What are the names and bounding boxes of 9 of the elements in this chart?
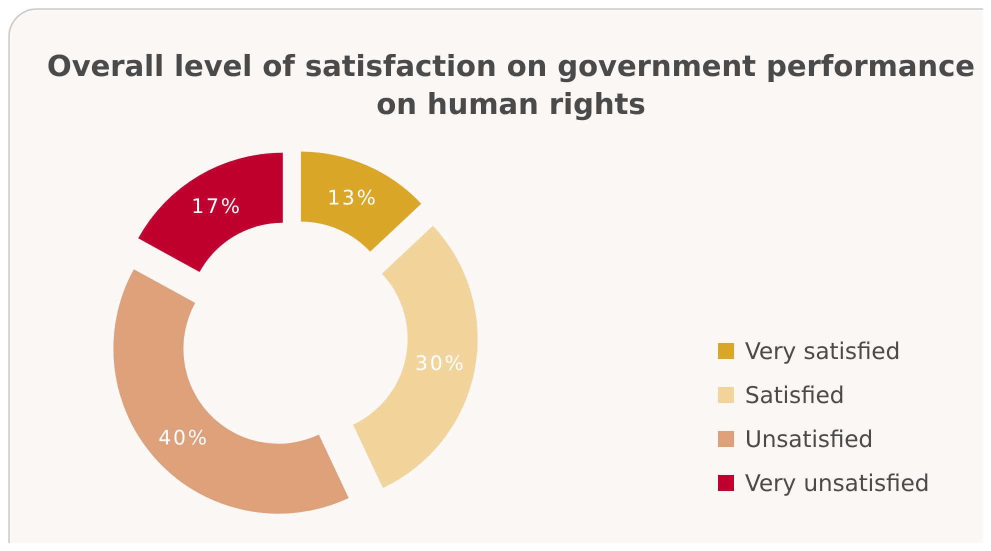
legend-label: Very satisfied [745,339,900,366]
legend-label: Unsatisfied [745,427,874,454]
data-label: 40% [158,426,209,450]
legend-label: Satisfied [745,383,844,410]
legend-label: Very unsatisfied [745,471,930,498]
chart-title: Overall level of satisfaction on government performance on human rights [47,49,975,121]
data-label: 13% [327,185,378,210]
data-label: 30% [415,351,466,376]
data-label: 17% [191,194,242,218]
